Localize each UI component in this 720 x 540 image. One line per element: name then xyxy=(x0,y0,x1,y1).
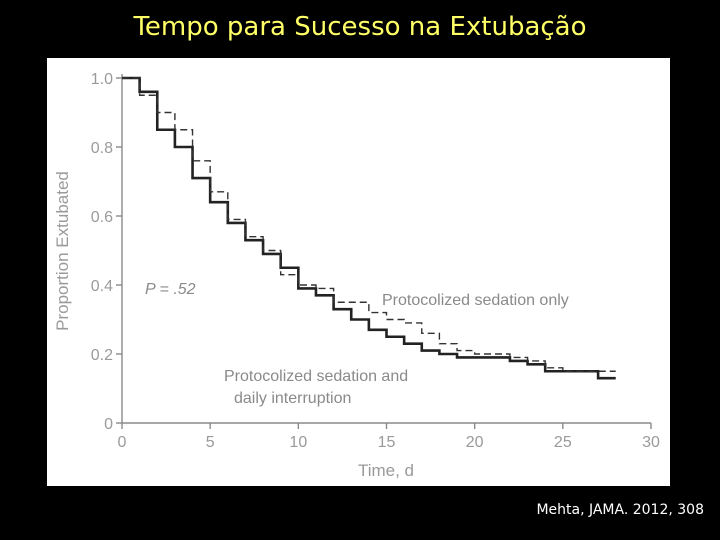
axes: 0 0.2 0.4 0.6 0.8 1.0 0 5 10 15 20 25 30 xyxy=(91,71,660,451)
p-value-annotation: P = .52 xyxy=(145,281,196,298)
citation-text: Mehta, JAMA. 2012, 308 xyxy=(536,502,704,518)
series-line-daily-interruption xyxy=(122,76,616,380)
x-tick-label: 5 xyxy=(206,434,215,451)
slide-title: Tempo para Sucesso na Extubação xyxy=(133,12,587,42)
series-label-daily-interruption-line1: Protocolized sedation and xyxy=(224,368,408,385)
y-tick-label: 0.4 xyxy=(91,278,113,295)
km-figure-panel: 0 0.2 0.4 0.6 0.8 1.0 0 5 10 15 20 25 30 P = .52 Pro… xyxy=(47,58,670,486)
x-tick-label: 0 xyxy=(118,434,127,451)
x-tick-label: 30 xyxy=(642,434,660,451)
series-layer xyxy=(122,76,616,380)
y-tick-label: 0.8 xyxy=(91,140,113,157)
y-tick-label: 0.2 xyxy=(91,347,113,364)
labels-layer: P = .52 Protocolized sedation only Proto… xyxy=(53,171,569,480)
series-line-sedation-only xyxy=(122,77,616,372)
y-tick-label: 0.6 xyxy=(91,209,113,226)
x-tick-label: 10 xyxy=(289,434,307,451)
x-tick-label: 20 xyxy=(466,434,484,451)
y-axis-label: Proportion Extubated xyxy=(53,171,72,331)
x-axis-label: Time, d xyxy=(358,461,414,480)
x-tick-label: 15 xyxy=(378,434,396,451)
series-label-sedation-only: Protocolized sedation only xyxy=(382,292,569,309)
y-tick-label: 1.0 xyxy=(91,71,113,88)
km-curve-chart: 0 0.2 0.4 0.6 0.8 1.0 0 5 10 15 20 25 30 P = .52 Pro… xyxy=(53,71,660,480)
y-tick-label: 0 xyxy=(104,416,113,433)
x-tick-label: 25 xyxy=(554,434,572,451)
series-label-daily-interruption-line2: daily interruption xyxy=(234,390,351,407)
